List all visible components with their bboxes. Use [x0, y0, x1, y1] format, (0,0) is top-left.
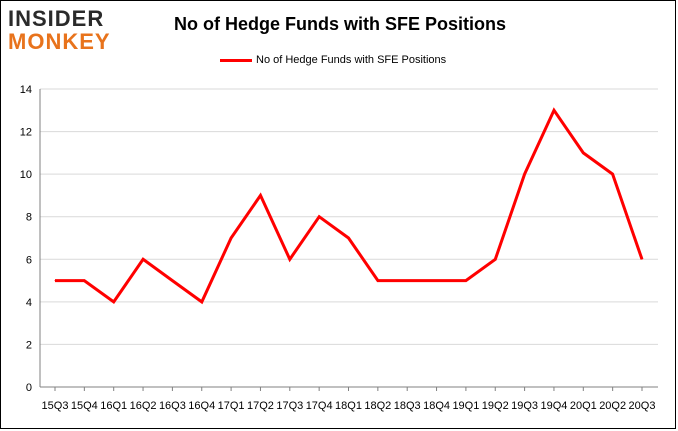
x-tick-label: 20Q1: [570, 400, 597, 412]
data-point: [406, 280, 408, 282]
x-tick-label: 17Q4: [306, 400, 333, 412]
data-point: [612, 173, 614, 175]
y-tick-label: 6: [26, 254, 32, 266]
logo-line-1: INSIDER: [8, 6, 105, 31]
x-tick-label: 18Q2: [364, 400, 391, 412]
x-tick-label: 20Q2: [599, 400, 626, 412]
chart-title: No of Hedge Funds with SFE Positions: [174, 14, 506, 34]
data-point: [54, 280, 56, 282]
insider-monkey-logo: INSIDER MONKEY: [8, 4, 128, 54]
y-tick-label: 10: [20, 169, 32, 181]
data-point: [289, 258, 291, 260]
y-tick-label: 0: [26, 382, 32, 394]
data-point: [142, 258, 144, 260]
data-point: [494, 258, 496, 260]
x-tick-label: 18Q3: [394, 400, 421, 412]
x-tick-label: 16Q3: [159, 400, 186, 412]
x-tick-label: 20Q3: [629, 400, 656, 412]
x-tick-label: 17Q2: [247, 400, 274, 412]
data-point: [553, 109, 555, 111]
data-point: [641, 258, 643, 260]
x-tick-label: 17Q3: [276, 400, 303, 412]
data-point: [582, 152, 584, 154]
data-point: [201, 301, 203, 303]
data-point: [348, 237, 349, 239]
data-point: [171, 280, 173, 282]
data-point: [524, 173, 526, 175]
x-tick-label: 16Q1: [100, 400, 127, 412]
y-tick-label: 14: [20, 84, 32, 96]
x-tick-label: 17Q1: [218, 400, 245, 412]
x-tick-label: 18Q4: [423, 400, 450, 412]
data-point: [230, 237, 232, 239]
data-point: [436, 280, 438, 282]
y-tick-label: 2: [26, 339, 32, 351]
x-tick-label: 15Q3: [42, 400, 69, 412]
x-tick-label: 19Q1: [452, 400, 479, 412]
data-point: [377, 280, 379, 282]
x-tick-label: 18Q1: [335, 400, 362, 412]
data-point: [465, 280, 467, 282]
data-point: [83, 280, 85, 282]
data-point: [318, 216, 320, 218]
y-tick-label: 4: [26, 297, 32, 309]
legend-swatch: [220, 58, 252, 62]
x-tick-label: 15Q4: [71, 400, 98, 412]
logo-line-2: MONKEY: [8, 29, 111, 54]
x-tick-label: 19Q2: [482, 400, 509, 412]
series-line: [55, 107, 644, 305]
legend-label: No of Hedge Funds with SFE Positions: [256, 54, 447, 66]
x-tick-label: 19Q3: [511, 400, 538, 412]
chart-legend: No of Hedge Funds with SFE Positions: [220, 52, 446, 68]
data-point: [259, 194, 261, 196]
y-tick-label: 12: [20, 127, 32, 139]
x-tick-label: 16Q2: [130, 400, 157, 412]
y-tick-label: 8: [26, 212, 32, 224]
x-tick-label: 16Q4: [188, 400, 215, 412]
x-tick-label: 19Q4: [540, 400, 567, 412]
data-point: [113, 301, 115, 303]
